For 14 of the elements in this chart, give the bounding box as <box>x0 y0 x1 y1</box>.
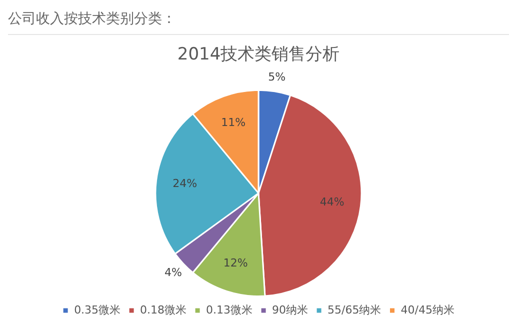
legend-label: 0.35微米 <box>74 303 121 316</box>
legend-label: 0.18微米 <box>140 303 187 316</box>
legend-label: 90纳米 <box>272 303 308 316</box>
data-label: 44% <box>320 195 344 208</box>
legend-label: 55/65纳米 <box>328 303 382 316</box>
legend-label: 40/45纳米 <box>400 303 454 316</box>
data-label: 24% <box>172 176 198 190</box>
chart-title: 2014技术类销售分析 <box>177 44 340 65</box>
data-label: 12% <box>223 256 248 270</box>
data-label: 5% <box>268 70 286 84</box>
data-label: 11% <box>221 116 246 130</box>
text: 公司收入按技术类别分类： <box>8 8 509 35</box>
legend-label: 0.13微米 <box>206 303 253 316</box>
data-label: 4% <box>164 266 182 280</box>
